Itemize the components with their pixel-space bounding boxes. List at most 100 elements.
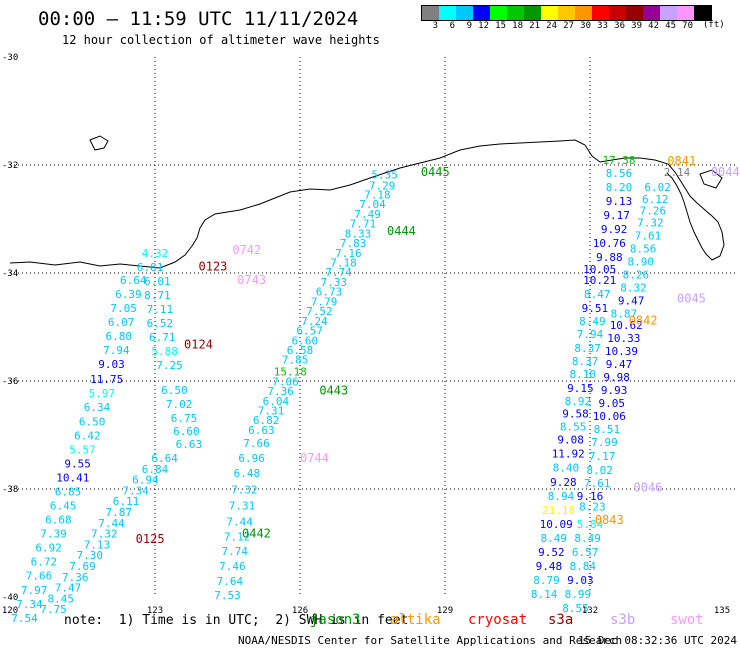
legend-swatch [456, 6, 473, 20]
satellite-legend-item: cryosat [468, 612, 528, 628]
wave-height-value: 8.33 [345, 227, 372, 240]
satellite-legend-item: jason3 [310, 612, 361, 628]
track-id-label: 0744 [300, 451, 329, 465]
wave-height-value: 6.73 [316, 286, 343, 299]
wave-height-value: 8.56 [630, 242, 657, 255]
wave-height-value: 7.18 [364, 188, 391, 201]
satellite-legend-item: s3a [548, 612, 574, 628]
wave-height-value: 9.05 [599, 397, 626, 410]
legend-swatch [660, 6, 677, 20]
wave-height-value: 8.49 [579, 315, 606, 328]
legend-bin-label: 42 [648, 21, 659, 31]
wave-height-value: 7.79 [311, 295, 338, 308]
wave-height-value: 7.36 [62, 571, 89, 584]
wave-height-value: 8.99 [565, 588, 592, 601]
track-labels: 0442 0443 0444 0445 0123 0124 0125 0742 0743 0744… [136, 154, 740, 546]
wave-height-value: 6.60 [173, 425, 200, 438]
wave-height-value: 9.88 [596, 251, 623, 264]
wave-height-value: 6.64 [120, 274, 147, 287]
wave-height-value: 7.36 [267, 385, 294, 398]
wave-height-value: 6.39 [115, 288, 142, 301]
wave-height-value: 8.02 [586, 464, 613, 477]
wave-height-value: 8.37 [574, 342, 601, 355]
legend-bin-label: 33 [597, 21, 608, 31]
wave-height-value: 7.11 [147, 303, 174, 316]
lat-label: -36 [2, 377, 18, 387]
wave-height-value: 7.24 [301, 315, 328, 328]
wave-height-value: 6.01 [144, 275, 171, 288]
wave-height-value: 9.28 [550, 476, 577, 489]
wave-height-value: 8.92 [565, 395, 592, 408]
wave-height-value: 11.92 [552, 448, 585, 461]
wave-height-value: 7.39 [40, 528, 67, 541]
wave-height-value: 6.96 [238, 452, 265, 465]
track-id-label: 0842 [629, 313, 658, 327]
wave-height-value: 9.03 [98, 358, 125, 371]
legend-swatch [439, 6, 456, 20]
wave-height-value: 7.75 [40, 603, 67, 616]
wave-height-value: 6.82 [253, 414, 280, 427]
wave-height-value: 6.71 [149, 331, 176, 344]
legend-swatch [422, 6, 439, 20]
wave-height-value: 7.94 [103, 344, 130, 357]
wave-height-value: 7.71 [350, 218, 377, 231]
wave-height-value: 7.12 [224, 530, 251, 543]
legend-bin-label: 36 [614, 21, 625, 31]
wave-height-value: 9.08 [557, 434, 584, 447]
wave-height-value: 5.88 [151, 345, 178, 358]
wave-height-value: 9.16 [577, 490, 604, 503]
wave-height-value: 6.75 [171, 412, 198, 425]
wave-height-value: 5.35 [371, 169, 398, 182]
wave-height-value: 8.37 [572, 355, 599, 368]
lon-label: 132 [582, 606, 598, 616]
wave-height-value: 7.31 [229, 500, 256, 513]
wave-height-value: 11.75 [90, 373, 123, 386]
wave-height-value: 6.48 [234, 467, 261, 480]
wave-height-value: 10.09 [540, 518, 573, 531]
wave-height-value: 7.16 [335, 247, 362, 260]
track-id-label: 0044 [711, 165, 740, 179]
legend-swatch [575, 6, 592, 20]
wave-height-value: 6.94 [132, 474, 159, 487]
wave-height-value: 10.05 [583, 263, 616, 276]
wave-height-value: 8.51 [594, 423, 621, 436]
wave-height-value: 7.61 [635, 230, 662, 243]
legend-swatch [609, 6, 626, 20]
lat-label: -34 [2, 269, 18, 279]
track-id-label: 0742 [232, 243, 261, 257]
wave-height-value: 7.32 [231, 483, 258, 496]
wave-height-value: 8.45 [48, 592, 75, 605]
legend-bin-label: 15 [495, 21, 506, 31]
wave-height-value: 7.33 [321, 276, 348, 289]
wave-height-value: 8.55 [562, 602, 589, 615]
wave-height-value: 6.68 [45, 514, 72, 527]
wave-height-value: 7.31 [258, 404, 285, 417]
legend-swatch [473, 6, 490, 20]
wave-height-value: 9.55 [64, 457, 91, 470]
observations: 5.357.297.187.047.497.718.337.837.167.18… [11, 154, 690, 625]
wave-height-value: 6.04 [263, 395, 290, 408]
wave-height-value: 6.57 [296, 325, 323, 338]
wave-height-value: 7.99 [591, 436, 618, 449]
wave-height-value: 7.13 [84, 538, 111, 551]
legend-swatch [490, 6, 507, 20]
legend-swatch [507, 6, 524, 20]
coastline [9, 139, 725, 269]
grid-lines [10, 57, 735, 597]
wave-height-value: 8.14 [531, 588, 558, 601]
wave-height-value: 5.97 [89, 387, 116, 400]
wave-height-value: 8.94 [548, 490, 575, 503]
legend-bin-label: 9 [466, 21, 472, 31]
wave-height-value: 6.07 [108, 316, 135, 329]
wave-height-value: 7.06 [272, 375, 299, 388]
wave-height-value: 7.34 [122, 484, 149, 497]
track-id-label: 0046 [634, 481, 663, 495]
wave-height-value: 6.81 [137, 261, 164, 274]
wave-height-value: 8.26 [623, 268, 650, 281]
wave-height-value: 9.15 [567, 382, 594, 395]
wave-height-value: 6.92 [35, 542, 62, 555]
wave-height-value: 9.51 [582, 302, 609, 315]
wave-height-value: 6.64 [151, 452, 178, 465]
legend-bin-label: 6 [449, 21, 455, 31]
page-title: 00:00 – 11:59 UTC 11/11/2024 [38, 8, 359, 30]
